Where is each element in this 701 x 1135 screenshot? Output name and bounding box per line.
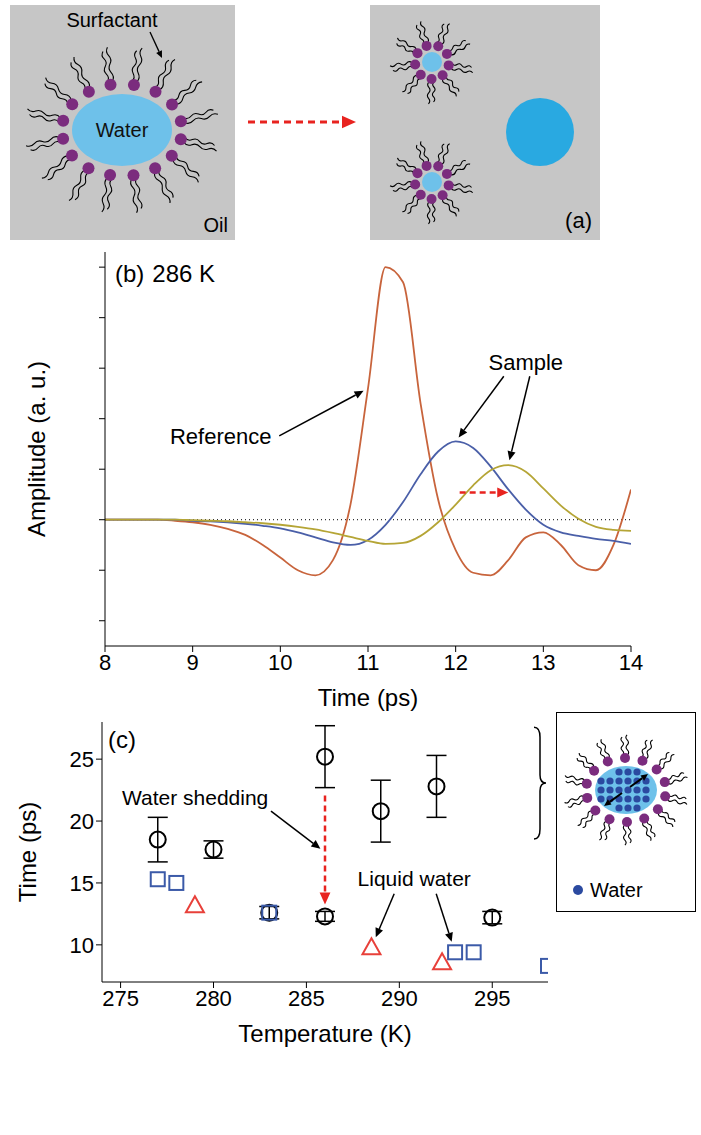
svg-text:Oil: Oil xyxy=(204,214,228,236)
svg-text:14: 14 xyxy=(619,650,643,675)
svg-text:11: 11 xyxy=(357,650,380,675)
svg-text:(a): (a) xyxy=(565,208,592,233)
svg-text:Amplitude (a. u.): Amplitude (a. u.) xyxy=(23,361,50,537)
svg-text:Reference: Reference xyxy=(170,424,272,449)
svg-text:Surfactant: Surfactant xyxy=(66,9,158,31)
svg-text:25: 25 xyxy=(70,747,94,772)
svg-text:290: 290 xyxy=(381,986,418,1011)
svg-text:13: 13 xyxy=(531,650,555,675)
svg-text:Water: Water xyxy=(590,879,643,901)
svg-text:280: 280 xyxy=(195,986,232,1011)
svg-text:10: 10 xyxy=(268,650,292,675)
svg-text:Time (ps): Time (ps) xyxy=(14,802,41,902)
svg-text:Water: Water xyxy=(96,119,149,141)
svg-text:Water shedding: Water shedding xyxy=(122,786,268,809)
svg-text:Temperature (K): Temperature (K) xyxy=(238,1020,411,1047)
svg-text:20: 20 xyxy=(70,809,94,834)
svg-text:295: 295 xyxy=(474,986,511,1011)
svg-text:15: 15 xyxy=(70,871,94,896)
svg-text:Liquid water: Liquid water xyxy=(358,867,471,890)
svg-text:8: 8 xyxy=(99,650,111,675)
svg-text:(b)286 K: (b)286 K xyxy=(115,260,215,287)
svg-text:12: 12 xyxy=(443,650,467,675)
svg-text:Time (ps): Time (ps) xyxy=(318,684,418,711)
svg-text:275: 275 xyxy=(102,986,139,1011)
svg-text:Sample: Sample xyxy=(489,350,564,375)
svg-text:9: 9 xyxy=(187,650,199,675)
svg-text:(c): (c) xyxy=(108,726,136,753)
svg-text:285: 285 xyxy=(288,986,325,1011)
svg-text:10: 10 xyxy=(70,933,94,958)
